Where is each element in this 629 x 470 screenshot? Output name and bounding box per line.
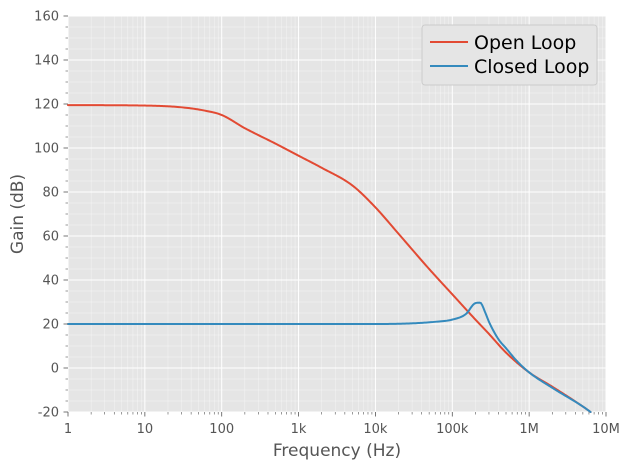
x-tick-label: 10k — [363, 422, 388, 437]
legend: Open Loop Closed Loop — [421, 24, 598, 86]
y-tick-label: 140 — [34, 54, 59, 69]
legend-box — [421, 24, 598, 86]
x-tick-labels: 1 10 100 1k 10k 100k 1M 10M — [64, 422, 620, 437]
x-axis-label: Frequency (Hz) — [273, 441, 401, 461]
series-line-open-loop — [67, 104, 592, 413]
y-tick-label: 0 — [51, 362, 59, 377]
y-tick-label: 80 — [42, 186, 59, 201]
axis-ticks — [63, 15, 607, 417]
x-tick-label: 10M — [592, 422, 620, 437]
y-tick-labels: -20 0 20 40 60 80 100 120 140 160 — [34, 10, 59, 421]
legend-label-closed-loop: Closed Loop — [474, 56, 589, 78]
y-axis-label: Gain (dB) — [8, 174, 28, 254]
y-tick-label: 40 — [42, 274, 59, 289]
y-tick-label: 100 — [34, 142, 59, 157]
x-tick-label: 100k — [436, 422, 469, 437]
y-tick-label: 120 — [34, 98, 59, 113]
y-tick-label: 60 — [42, 230, 59, 245]
x-tick-label: 1k — [291, 422, 307, 437]
y-tick-label: -20 — [38, 406, 59, 421]
series-layer — [67, 104, 592, 413]
legend-label-open-loop: Open Loop — [474, 32, 576, 54]
x-tick-label: 1M — [519, 422, 539, 437]
y-tick-label: 160 — [34, 10, 59, 25]
minor-grid — [68, 16, 606, 412]
x-tick-label: 1 — [64, 422, 72, 437]
x-tick-label: 100 — [209, 422, 234, 437]
series-line-closed-loop — [67, 301, 592, 413]
x-tick-label: 10 — [137, 422, 154, 437]
y-tick-label: 20 — [42, 318, 59, 333]
